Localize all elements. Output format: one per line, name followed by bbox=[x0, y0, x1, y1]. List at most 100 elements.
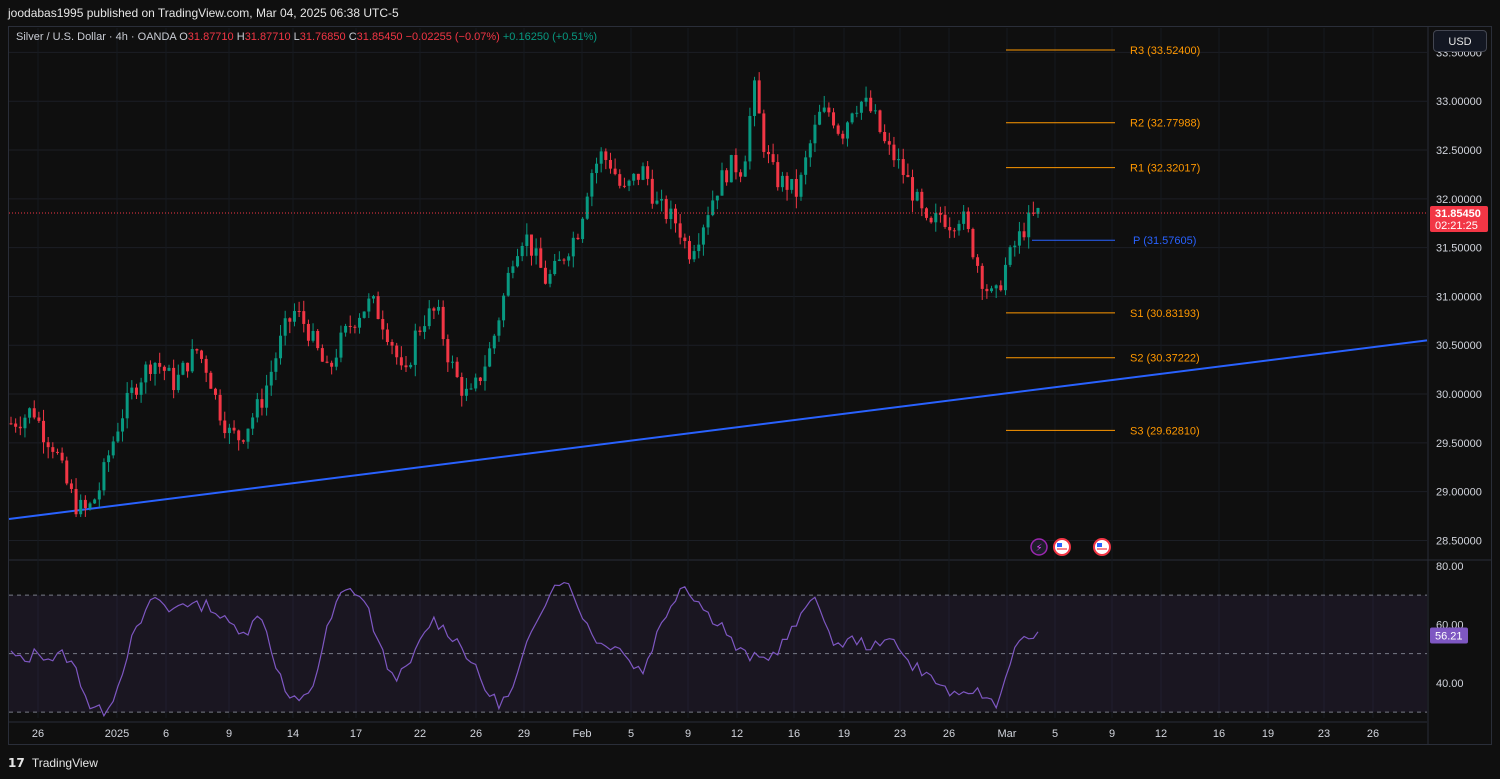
time-tick-label: 5 bbox=[628, 728, 634, 740]
candle-body bbox=[65, 460, 69, 484]
candle-body bbox=[669, 208, 673, 220]
candle-body bbox=[288, 318, 292, 322]
candle-body bbox=[971, 228, 975, 258]
time-tick-label: 9 bbox=[1109, 728, 1115, 740]
candle-body bbox=[139, 382, 143, 395]
candle-body bbox=[613, 168, 617, 175]
candle-body bbox=[437, 306, 441, 311]
price-tick-label: 29.00000 bbox=[1436, 487, 1482, 499]
candle-body bbox=[636, 173, 640, 180]
flag-canton bbox=[1057, 543, 1062, 547]
candle-body bbox=[887, 141, 891, 145]
candle-body bbox=[660, 199, 664, 201]
candle-body bbox=[780, 175, 784, 188]
candle-body bbox=[553, 260, 557, 275]
candle-body bbox=[55, 451, 59, 453]
symbol-label[interactable]: Silver / U.S. Dollar · 4h · OANDA bbox=[16, 31, 177, 43]
candle-body bbox=[32, 408, 36, 418]
candle-body bbox=[116, 431, 120, 442]
time-tick-label: 2025 bbox=[105, 728, 129, 740]
candle-body bbox=[209, 372, 213, 389]
candle-body bbox=[785, 175, 789, 190]
candle-body bbox=[576, 237, 580, 240]
price-tick-label: 30.00000 bbox=[1436, 389, 1482, 401]
candle-body bbox=[808, 143, 812, 158]
candle-body bbox=[557, 259, 561, 261]
rsi-band-fill bbox=[9, 595, 1427, 713]
time-tick-label: 23 bbox=[894, 728, 906, 740]
candle-body bbox=[655, 200, 659, 204]
time-tick-label: 9 bbox=[685, 728, 691, 740]
ohlc-legend: Silver / U.S. Dollar · 4h · OANDA O31.87… bbox=[16, 31, 597, 43]
candle-body bbox=[543, 267, 547, 284]
candle-body bbox=[316, 330, 320, 349]
price-tick-label: 33.00000 bbox=[1436, 96, 1482, 108]
candle-body bbox=[827, 107, 831, 113]
candle-body bbox=[251, 417, 255, 429]
candle-body bbox=[23, 417, 27, 429]
brand-label[interactable]: TradingView bbox=[31, 756, 98, 770]
candle-body bbox=[37, 417, 41, 421]
candle-body bbox=[841, 133, 845, 139]
candle-body bbox=[720, 170, 724, 196]
candle-body bbox=[167, 367, 171, 371]
flag-canton bbox=[1097, 543, 1102, 547]
tradingview-logo-icon[interactable]: 𝟭𝟳 bbox=[8, 756, 25, 770]
candle-body bbox=[469, 388, 473, 390]
open-value: 31.87710 bbox=[187, 31, 234, 43]
candle-body bbox=[474, 377, 478, 389]
candle-body bbox=[818, 111, 822, 125]
pivot-levels: R3 (33.52400) R2 (32.77988) R1 (32.32017) P… bbox=[1006, 45, 1200, 437]
candle-body bbox=[69, 483, 73, 489]
currency-button[interactable]: USD bbox=[1433, 30, 1487, 52]
candle-body bbox=[502, 295, 506, 321]
candle-body bbox=[353, 326, 357, 328]
candle-body bbox=[274, 358, 278, 372]
candle-body bbox=[771, 154, 775, 163]
candle-body bbox=[562, 259, 566, 261]
candlesticks bbox=[9, 72, 1040, 518]
candle-body bbox=[367, 298, 371, 312]
candle-body bbox=[711, 200, 715, 216]
candle-body bbox=[873, 110, 877, 112]
candle-body bbox=[762, 113, 766, 152]
candle-body bbox=[427, 308, 431, 327]
candle-body bbox=[748, 115, 752, 162]
candle-body bbox=[60, 452, 64, 461]
candle-body bbox=[832, 112, 836, 126]
candle-body bbox=[172, 367, 176, 391]
candle-body bbox=[97, 490, 101, 500]
time-tick-label: 12 bbox=[731, 728, 743, 740]
candle-body bbox=[664, 199, 668, 220]
candle-body bbox=[478, 377, 482, 382]
time-tick-label: 22 bbox=[414, 728, 426, 740]
candle-body bbox=[845, 122, 849, 139]
candle-body bbox=[1003, 264, 1007, 291]
pivot-label: S3 (29.62810) bbox=[1130, 425, 1200, 437]
time-tick-label: Feb bbox=[573, 728, 592, 740]
candle-body bbox=[753, 80, 757, 116]
lightning-event-icon[interactable] bbox=[1030, 538, 1048, 556]
rsi-line bbox=[10, 581, 1039, 718]
candle-body bbox=[548, 274, 552, 284]
time-tick-label: 26 bbox=[1367, 728, 1379, 740]
low-label: L bbox=[293, 31, 300, 43]
candle-body bbox=[292, 310, 296, 322]
candle-body bbox=[144, 364, 148, 383]
candle-body bbox=[51, 447, 55, 452]
candle-body bbox=[646, 166, 650, 179]
candle-body bbox=[390, 342, 394, 346]
candle-body bbox=[622, 185, 626, 187]
candle-body bbox=[125, 392, 129, 419]
rsi-tick-label: 80.00 bbox=[1436, 561, 1464, 573]
pivot-label: R1 (32.32017) bbox=[1130, 163, 1200, 175]
candle-body bbox=[265, 385, 269, 408]
last-price-tag bbox=[1430, 206, 1488, 233]
candle-body bbox=[441, 306, 445, 340]
candle-body bbox=[107, 455, 111, 463]
candle-body bbox=[1036, 208, 1040, 214]
candle-body bbox=[952, 230, 956, 232]
close-value: 31.85450 bbox=[356, 31, 403, 43]
candle-body bbox=[14, 423, 18, 427]
